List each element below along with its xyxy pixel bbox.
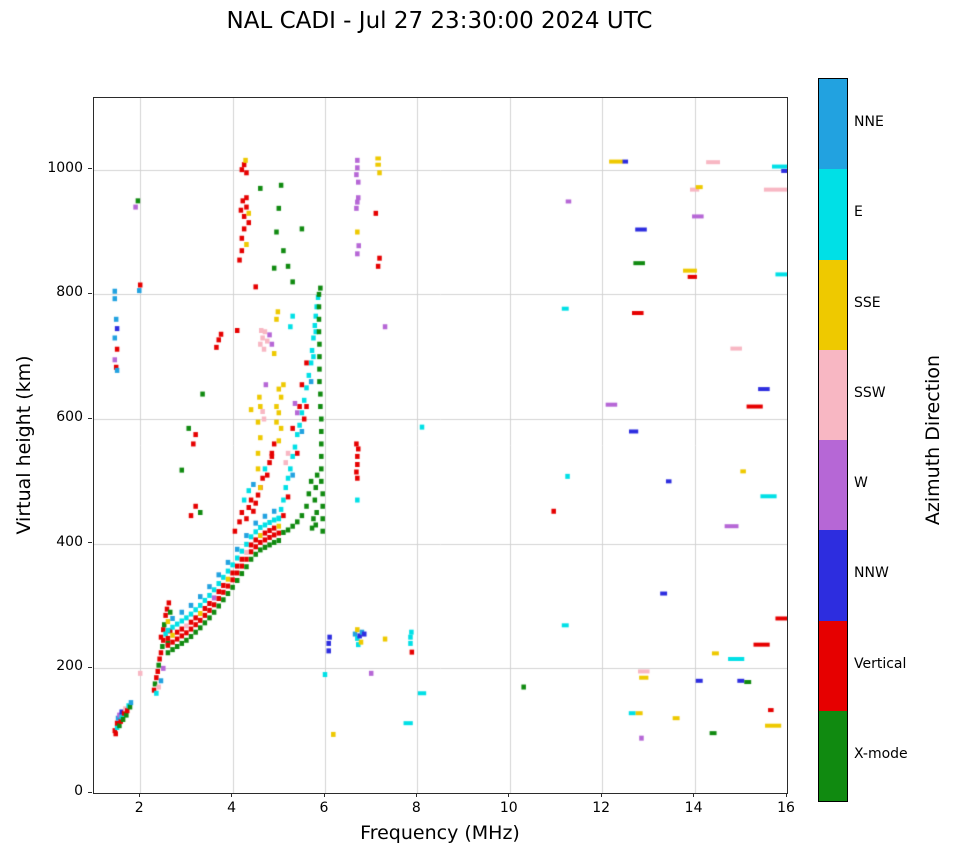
x-tick-label: 8 (411, 800, 421, 816)
y-tick-mark (88, 666, 92, 668)
y-tick-mark (88, 292, 92, 294)
y-tick-label: 200 (56, 658, 83, 675)
ionogram-plot-canvas (94, 98, 787, 793)
colorbar-segment-e (819, 169, 847, 260)
chart-title: NAL CADI - Jul 27 23:30:00 2024 UTC (226, 8, 653, 34)
azimuth-colorbar (818, 78, 848, 802)
colorbar-segment-v (819, 620, 847, 711)
y-tick-label: 1000 (47, 159, 83, 176)
x-axis-label: Frequency (MHz) (360, 822, 520, 844)
colorbar-segment-nnw (819, 530, 847, 621)
x-tick-label: 2 (134, 800, 144, 816)
colorbar-segment-x (819, 710, 847, 801)
x-tick-mark (231, 793, 233, 797)
colorbar-label-x: X-mode (854, 745, 908, 762)
colorbar-label-ssw: SSW (854, 384, 886, 401)
colorbar-segment-ssw (819, 349, 847, 440)
y-tick-label: 600 (56, 409, 83, 425)
colorbar-label-sse: SSE (854, 294, 881, 311)
x-tick-mark (693, 793, 695, 797)
colorbar-label-nnw: NNW (854, 565, 889, 582)
x-tick-label: 12 (592, 800, 611, 816)
colorbar-label-v: Vertical (854, 655, 907, 672)
y-tick-mark (88, 417, 92, 419)
y-axis-label: Virtual height (km) (13, 355, 35, 535)
y-tick-label: 800 (56, 284, 83, 301)
colorbar-segment-w (819, 440, 847, 531)
y-tick-label: 0 (74, 783, 83, 799)
x-tick-mark (508, 793, 510, 797)
y-tick-label: 400 (56, 533, 83, 550)
x-tick-mark (415, 793, 417, 797)
colorbar-segment-sse (819, 259, 847, 350)
colorbar-label-w: W (854, 475, 868, 492)
colorbar-segment-nne (819, 79, 847, 170)
x-tick-mark (600, 793, 602, 797)
x-tick-label: 14 (684, 800, 703, 816)
x-tick-label: 6 (319, 800, 329, 816)
x-tick-mark (785, 793, 787, 797)
colorbar-label-nne: NNE (854, 114, 884, 131)
colorbar-axis-label: Azimuth Direction (922, 354, 944, 526)
y-tick-mark (88, 542, 92, 544)
colorbar-label-e: E (854, 204, 863, 221)
x-tick-label: 10 (499, 800, 518, 816)
y-tick-mark (88, 791, 92, 793)
x-tick-mark (323, 793, 325, 797)
plot-area (93, 97, 788, 794)
x-tick-label: 16 (777, 800, 795, 816)
x-tick-mark (138, 793, 140, 797)
y-tick-mark (88, 168, 92, 170)
x-tick-label: 4 (227, 800, 237, 816)
